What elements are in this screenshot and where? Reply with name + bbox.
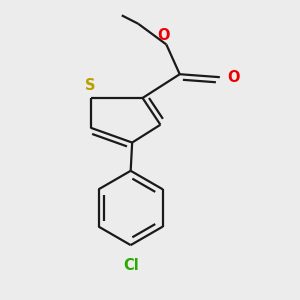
Text: S: S: [85, 78, 96, 93]
Text: Cl: Cl: [123, 258, 139, 273]
Text: O: O: [157, 28, 170, 43]
Text: O: O: [227, 70, 240, 85]
